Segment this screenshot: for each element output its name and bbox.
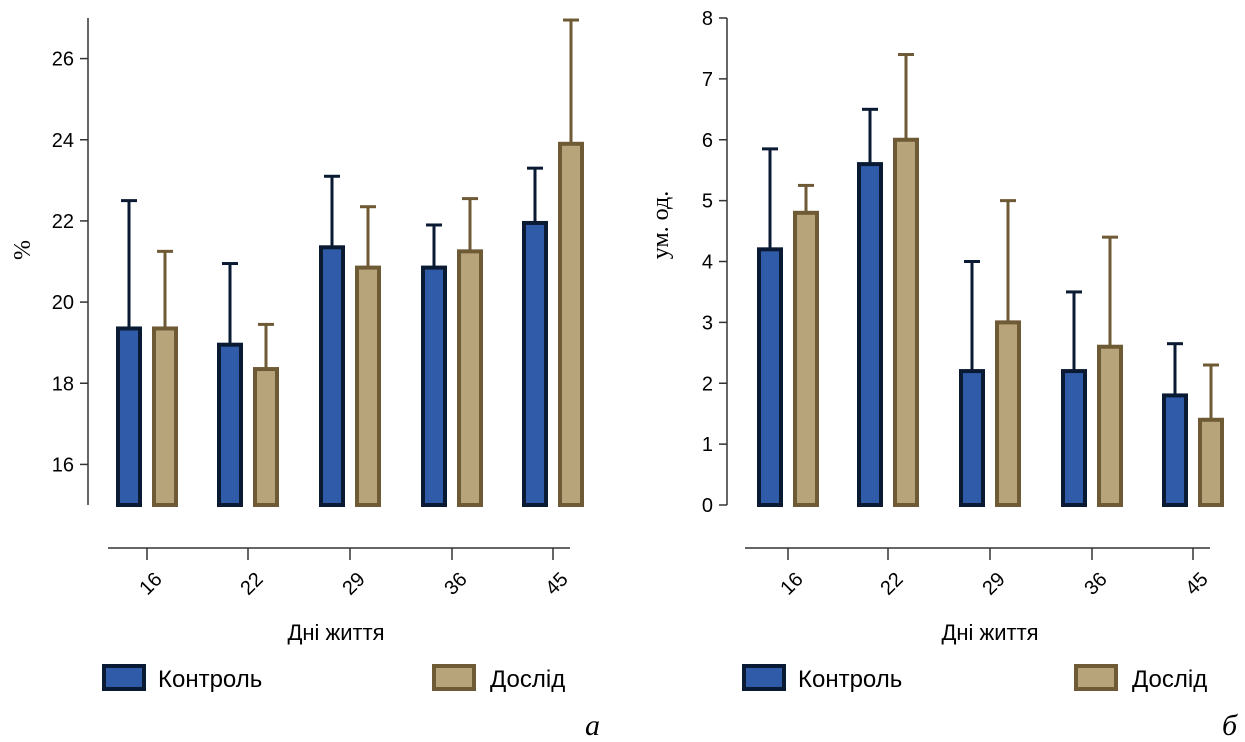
legend-label-control: Контроль	[798, 666, 902, 693]
x-tick-label: 45	[541, 568, 572, 599]
x-tick-label: 36	[440, 568, 471, 599]
panel-letter-a: а	[585, 709, 600, 742]
bar	[959, 369, 985, 508]
y-axis-label: ум. од.	[648, 191, 674, 259]
bar	[1097, 344, 1123, 507]
legend-swatch-experiment	[432, 664, 476, 691]
y-tick-label: 24	[52, 130, 74, 152]
bar	[857, 162, 883, 507]
y-axis: 0 1 2 3 4 5 6 7 8	[702, 8, 728, 517]
y-tick-label: 26	[52, 49, 74, 71]
y-tick-label: 8	[702, 8, 713, 30]
x-axis: 16 22 29 36 45	[745, 547, 1213, 600]
y-axis-label: %	[10, 240, 36, 260]
y-tick-label: 3	[702, 312, 713, 334]
bar	[152, 326, 178, 507]
x-tick-label: 29	[338, 568, 369, 599]
y-tick-label: 20	[52, 292, 74, 314]
bar	[893, 137, 919, 507]
bar	[793, 210, 819, 508]
chart-panel-a: 16 18 20 22 24 26 16 22 29 36 45 % Дні життя Конт…	[10, 18, 600, 742]
bar	[522, 220, 548, 507]
y-tick-label: 16	[52, 454, 74, 476]
bar	[217, 342, 243, 507]
y-tick-label: 5	[702, 191, 713, 213]
x-tick-label: 22	[236, 568, 267, 599]
legend-label-experiment: Дослід	[490, 666, 565, 693]
bar	[1198, 417, 1224, 507]
legend-swatch-control	[742, 664, 786, 691]
bar	[116, 326, 142, 507]
y-axis: 16 18 20 22 24 26	[52, 18, 89, 505]
x-axis: 16 22 29 36 45	[108, 547, 573, 600]
y-tick-label: 6	[702, 130, 713, 152]
legend-label-control: Контроль	[158, 666, 262, 693]
y-tick-label: 7	[702, 69, 713, 91]
legend-label-experiment: Дослід	[1132, 666, 1207, 693]
y-tick-label: 18	[52, 373, 74, 395]
bars	[116, 18, 584, 508]
legend-swatch-control	[102, 664, 146, 691]
bar	[253, 367, 279, 507]
x-axis-label: Дні життя	[287, 620, 384, 645]
legend: Контроль Дослід	[102, 664, 565, 693]
y-tick-label: 1	[702, 434, 713, 456]
y-tick-label: 0	[702, 495, 713, 517]
bar	[757, 247, 783, 507]
y-tick-label: 22	[52, 211, 74, 233]
x-tick-label: 29	[978, 568, 1009, 599]
bar	[319, 245, 345, 507]
x-tick-label: 16	[776, 568, 807, 599]
x-tick-label: 36	[1080, 568, 1111, 599]
x-axis-label: Дні життя	[941, 620, 1038, 645]
bar	[995, 320, 1021, 507]
y-tick-label: 2	[702, 373, 713, 395]
x-tick-label: 45	[1181, 568, 1212, 599]
bar	[421, 265, 447, 507]
bar	[558, 141, 584, 508]
panel-letter-b: б	[1222, 709, 1238, 742]
bar	[355, 265, 381, 507]
bar	[457, 249, 483, 507]
legend: Контроль Дослід	[742, 664, 1207, 693]
bars	[757, 53, 1224, 508]
legend-swatch-experiment	[1074, 664, 1118, 691]
bar	[1162, 393, 1188, 507]
y-tick-label: 4	[702, 252, 713, 274]
x-tick-label: 22	[876, 568, 907, 599]
x-tick-label: 16	[135, 568, 166, 599]
bar	[1061, 369, 1087, 508]
